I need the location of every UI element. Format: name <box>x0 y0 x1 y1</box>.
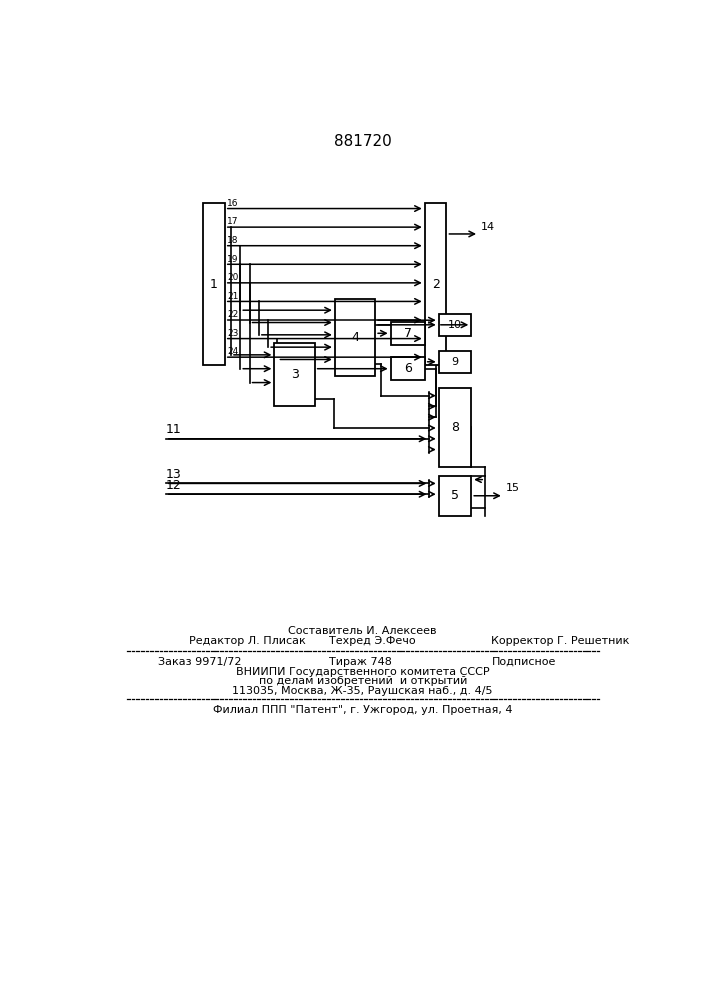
Text: 22: 22 <box>227 310 238 319</box>
Text: 7: 7 <box>404 327 411 340</box>
Text: 10: 10 <box>448 320 462 330</box>
Bar <box>274 343 315 406</box>
Text: 14: 14 <box>481 222 496 232</box>
Text: по делам изобретений  и открытий: по делам изобретений и открытий <box>259 676 467 686</box>
Text: 24: 24 <box>227 347 238 356</box>
Bar <box>425 203 446 365</box>
Text: 3: 3 <box>291 368 298 381</box>
Bar <box>391 322 425 345</box>
Text: Заказ 9971/72: Заказ 9971/72 <box>158 657 242 667</box>
Text: 20: 20 <box>227 273 238 282</box>
Bar <box>438 314 472 336</box>
Text: Подписное: Подписное <box>491 657 556 667</box>
Text: 15: 15 <box>506 483 520 493</box>
Text: 6: 6 <box>404 362 411 375</box>
Text: 1: 1 <box>210 278 218 291</box>
Text: 5: 5 <box>451 489 459 502</box>
Bar <box>438 388 472 466</box>
Text: 12: 12 <box>166 479 182 492</box>
Text: 18: 18 <box>227 236 238 245</box>
Text: 23: 23 <box>227 329 238 338</box>
Bar <box>438 476 472 516</box>
Text: 113035, Москва, Ж-35, Раушская наб., д. 4/5: 113035, Москва, Ж-35, Раушская наб., д. … <box>233 686 493 696</box>
Text: Тираж 748: Тираж 748 <box>329 657 392 667</box>
Text: 881720: 881720 <box>334 134 392 149</box>
Bar <box>335 299 375 376</box>
Text: 11: 11 <box>166 423 182 436</box>
Text: 8: 8 <box>451 421 459 434</box>
Bar <box>391 357 425 380</box>
Text: 16: 16 <box>227 199 238 208</box>
Text: Составитель И. Алексеев: Составитель И. Алексеев <box>288 626 437 636</box>
Text: Филиал ППП "Патент", г. Ужгород, ул. Проетная, 4: Филиал ППП "Патент", г. Ужгород, ул. Про… <box>213 705 513 715</box>
Bar <box>438 351 472 373</box>
Text: 9: 9 <box>451 357 459 367</box>
Text: 21: 21 <box>227 292 238 301</box>
Text: 19: 19 <box>227 255 238 264</box>
Text: 13: 13 <box>166 468 182 481</box>
Text: 17: 17 <box>227 217 238 226</box>
Text: Техред Э.Фечо: Техред Э.Фечо <box>329 636 415 646</box>
Text: 4: 4 <box>351 331 359 344</box>
Bar <box>203 203 225 365</box>
Text: Редактор Л. Плисак: Редактор Л. Плисак <box>189 636 306 646</box>
Text: 2: 2 <box>432 278 440 291</box>
Text: Корректор Г. Решетник: Корректор Г. Решетник <box>491 636 630 646</box>
Text: ВНИИПИ Государственного комитета СССР: ВНИИПИ Государственного комитета СССР <box>236 667 489 677</box>
